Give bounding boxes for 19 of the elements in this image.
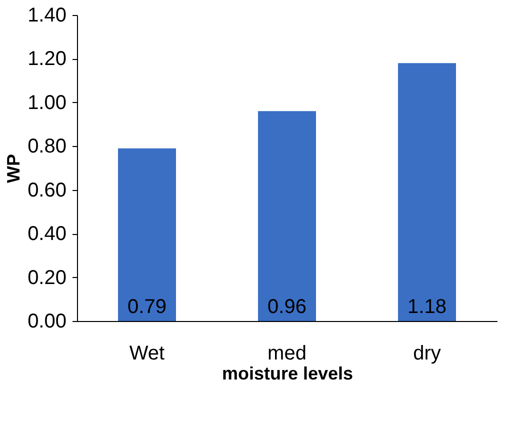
x-tick-label: dry — [413, 342, 441, 364]
y-tick-label: 1.20 — [28, 48, 66, 70]
y-tick-label: 0.20 — [28, 266, 66, 289]
y-tick-label: 0.00 — [28, 310, 66, 332]
data-label: 0.96 — [268, 296, 306, 318]
bar — [398, 63, 456, 321]
x-tick-label: Wet — [129, 342, 166, 364]
y-tick-label: 1.40 — [28, 4, 66, 26]
bar — [118, 148, 176, 321]
y-tick-label: 0.60 — [28, 179, 66, 202]
bar — [258, 111, 316, 321]
data-label: 1.18 — [408, 296, 446, 318]
y-tick-label: 1.00 — [28, 92, 66, 114]
data-label: 0.79 — [128, 296, 166, 318]
x-tick-label: med — [268, 342, 306, 364]
y-axis-title: WP — [4, 154, 24, 183]
y-tick-label: 0.40 — [28, 223, 66, 246]
x-axis-title: moisture levels — [222, 364, 354, 384]
y-tick-label: 0.80 — [28, 136, 66, 158]
